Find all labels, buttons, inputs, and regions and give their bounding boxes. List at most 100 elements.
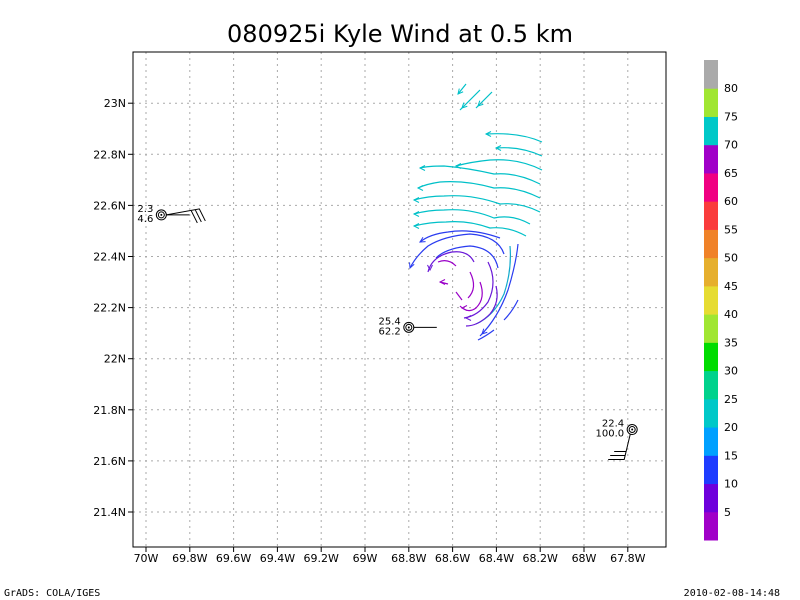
streamline xyxy=(417,181,541,199)
plot-frame xyxy=(132,51,667,548)
station-dot xyxy=(407,326,410,329)
station-dot xyxy=(631,428,634,431)
x-tick-label: 69.2W xyxy=(304,552,339,565)
colorbar-label: 55 xyxy=(724,223,738,236)
streamline xyxy=(419,165,541,185)
streamline-arrow xyxy=(412,197,420,203)
colorbar-swatch xyxy=(704,342,718,372)
colorbar-label: 20 xyxy=(724,421,738,434)
station-value-label: 22.4 xyxy=(602,419,624,430)
streamline-arrow xyxy=(412,223,420,229)
streamline-arrow xyxy=(438,279,446,285)
colorbar-label: 60 xyxy=(724,195,738,208)
streamline xyxy=(477,329,495,341)
colorbar-swatch xyxy=(704,511,718,541)
colorbar-label: 40 xyxy=(724,308,738,321)
station-value-label: 100.0 xyxy=(596,429,625,440)
streamline xyxy=(409,233,505,269)
colorbar-label: 75 xyxy=(724,111,738,124)
station-marker: 2.34.6 xyxy=(137,204,190,225)
footer-right: 2010-02-08-14:48 xyxy=(684,588,780,599)
streamline xyxy=(435,245,499,269)
y-tick-label: 21.4N xyxy=(93,506,126,519)
x-tick-label: 69W xyxy=(353,552,378,565)
streamline-arrow xyxy=(464,315,472,321)
colorbar-label: 70 xyxy=(724,139,738,152)
streamlines xyxy=(409,83,543,341)
colorbar-swatch xyxy=(704,314,718,343)
streamline xyxy=(427,251,475,273)
streamline xyxy=(485,133,543,143)
streamline xyxy=(437,260,457,267)
x-axis-ticks: 70W 69.8W 69.6W 69.4W 69.2W 69W 68.8W 68.6W 68.4… xyxy=(134,547,646,565)
station-inner-ring xyxy=(157,211,165,219)
colorbar-label: 25 xyxy=(724,393,738,406)
station-value-label: 2.3 xyxy=(137,204,153,215)
streamline xyxy=(455,291,463,301)
y-tick-label: 22.6N xyxy=(93,199,126,212)
streamline xyxy=(413,221,527,237)
streamline xyxy=(457,83,467,95)
y-tick-label: 21.8N xyxy=(93,404,126,417)
colorbar-label: 5 xyxy=(724,506,731,519)
station-value-label: 4.6 xyxy=(137,214,153,225)
streamline-arrow xyxy=(494,145,502,151)
x-tick-label: 68.6W xyxy=(435,552,470,565)
x-tick-label: 68.4W xyxy=(479,552,514,565)
colorbar-swatch xyxy=(704,60,718,89)
x-tick-label: 69.4W xyxy=(260,552,295,565)
colorbar-label: 45 xyxy=(724,280,738,293)
y-axis-ticks: 21.4N 21.6N 21.8N 22N 22.2N 22.4N 22.6N 22.8N 23… xyxy=(93,97,133,519)
streamline xyxy=(413,195,541,213)
streamline-arrow xyxy=(484,131,492,137)
y-tick-label: 22.4N xyxy=(93,251,126,264)
colorbar-swatch xyxy=(704,172,718,202)
streamline-arrow xyxy=(460,305,468,311)
streamline xyxy=(413,209,531,225)
colorbar-swatch xyxy=(704,427,718,456)
colorbar-swatch xyxy=(704,257,718,287)
colorbar-label: 30 xyxy=(724,365,738,378)
streamline xyxy=(467,271,475,299)
colorbar-label: 80 xyxy=(724,82,738,95)
colorbar-label: 15 xyxy=(724,449,738,462)
colorbar-swatch xyxy=(704,285,718,315)
station-outer-ring xyxy=(626,424,638,436)
station-value-label: 25.4 xyxy=(379,316,401,327)
wind-barb xyxy=(166,208,206,224)
colorbar-swatch xyxy=(704,88,718,117)
x-tick-label: 70W xyxy=(134,552,159,565)
colorbar-swatch xyxy=(704,398,718,428)
streamline-arrow xyxy=(412,211,420,217)
streamline-arrow xyxy=(419,237,426,243)
streamline-arrow xyxy=(457,88,464,95)
streamline-arrow xyxy=(416,185,424,191)
x-tick-label: 68W xyxy=(572,552,597,565)
streamline-arrow xyxy=(427,264,433,272)
colorbar-swatch xyxy=(704,483,718,513)
colorbar-swatch xyxy=(704,144,718,174)
y-tick-label: 22.8N xyxy=(93,148,126,161)
x-tick-label: 68.2W xyxy=(523,552,558,565)
station-marker: 25.462.2 xyxy=(379,316,437,337)
colorbar-swatch xyxy=(704,229,718,259)
streamline xyxy=(455,159,543,171)
streamline-arrow xyxy=(461,102,468,109)
grid-lines xyxy=(133,52,666,547)
streamline xyxy=(495,147,543,157)
station-inner-ring xyxy=(628,426,636,434)
streamline-arrow xyxy=(418,165,426,171)
colorbar-label: 50 xyxy=(724,252,738,265)
colorbar-label: 65 xyxy=(724,167,738,180)
chart-title: 080925i Kyle Wind at 0.5 km xyxy=(227,20,573,48)
streamline xyxy=(479,243,519,337)
colorbar-swatch xyxy=(704,370,718,400)
streamline xyxy=(503,299,519,321)
colorbar-swatch xyxy=(704,455,718,485)
x-tick-label: 68.8W xyxy=(391,552,426,565)
colorbar-label: 10 xyxy=(724,478,738,491)
colorbar: 5 10 15 20 25 30 35 40 45 50 55 60 65 70 75 80 xyxy=(704,60,738,541)
y-tick-label: 22N xyxy=(104,353,126,366)
